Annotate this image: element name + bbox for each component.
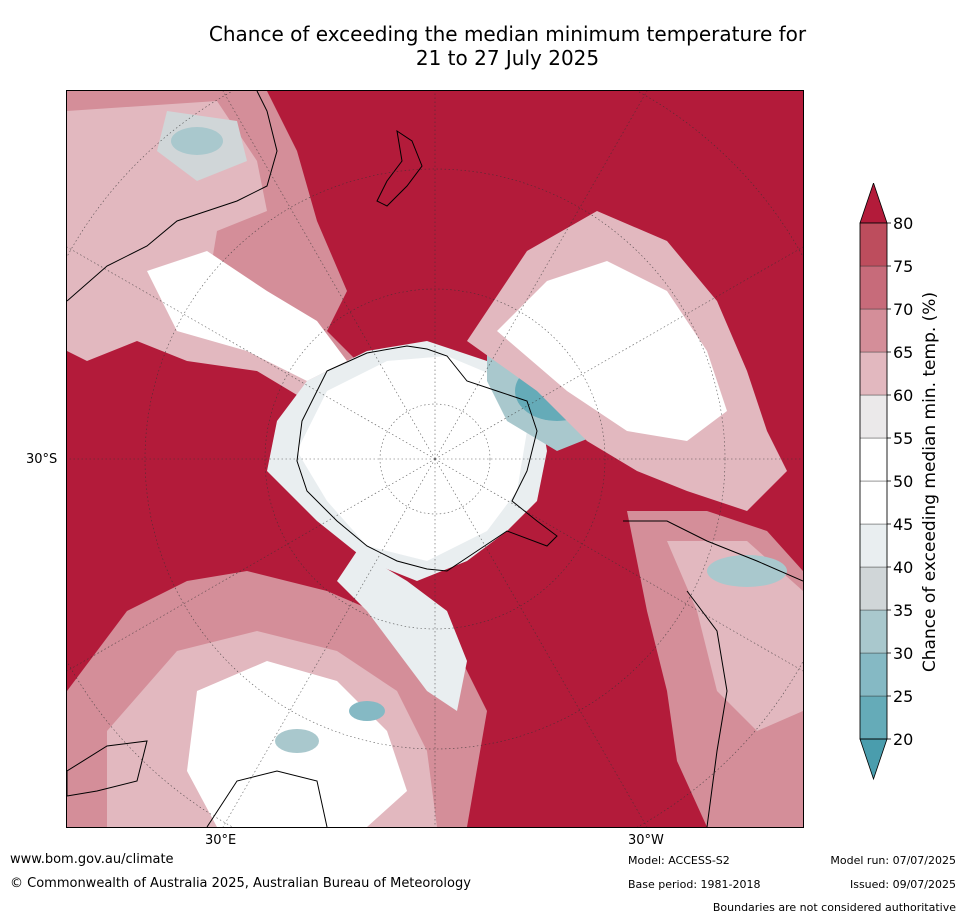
region-antarctica-core (297, 356, 527, 561)
colorbar-title: Chance of exceeding median min. temp. (%… (920, 291, 940, 673)
colorbar-bin-20-25 (859, 695, 888, 740)
footer-disclaimer: Boundaries are not considered authoritat… (712, 901, 956, 914)
colorbar-bin-40-45 (859, 523, 888, 568)
colorbar-tick-label: 20 (893, 730, 913, 749)
new-zealand-coastline (376, 129, 423, 207)
colorbar-tick-label: 60 (893, 386, 913, 405)
footer-model: Model: ACCESS-S2 (628, 854, 730, 867)
colorbar-bin-30-35 (859, 609, 888, 654)
colorbar-tick-label: 25 (893, 687, 913, 706)
colorbar-bin-75-80 (859, 222, 888, 267)
colorbar-extend-below (859, 738, 888, 781)
colorbar-tick-label: 75 (893, 257, 913, 276)
colorbar: 20 25 30 35 40 45 50 55 60 65 70 75 80 (858, 181, 953, 783)
colorbar-bin-55-60 (859, 394, 888, 439)
colorbar-tick-label: 30 (893, 644, 913, 663)
colorbar-tick-label: 70 (893, 300, 913, 319)
colorbar-tick-label: 65 (893, 343, 913, 362)
title-line-1: Chance of exceeding the median minimum t… (208, 22, 807, 46)
colorbar-tick-label: 55 (893, 429, 913, 448)
colorbar-tick-label: 45 (893, 515, 913, 534)
region-africa-teal (275, 729, 319, 753)
africa-coastline (67, 740, 328, 827)
colorbar-bin-50-55 (859, 437, 888, 482)
australia-coastline (67, 91, 278, 302)
latitude-label: 30°S (26, 452, 58, 467)
region-south-america-teal (707, 555, 787, 587)
colorbar-graphic: 20 25 30 35 40 45 50 55 60 65 70 75 80 (859, 181, 913, 781)
probability-map (67, 91, 803, 827)
colorbar-bin-60-65 (859, 351, 888, 396)
footer-model-run: Model run: 07/07/2025 (830, 854, 956, 867)
antarctica-coastline (296, 345, 558, 572)
colorbar-bin-25-30 (859, 652, 888, 697)
colorbar-tick-label: 40 (893, 558, 913, 577)
footer-issued: Issued: 09/07/2025 (849, 878, 956, 891)
longitude-label-east: 30°E (205, 833, 237, 848)
colorbar-bin-65-70 (859, 308, 888, 353)
map-panel (66, 90, 804, 828)
graticule (67, 91, 803, 827)
footer-base-period: Base period: 1981-2018 (628, 878, 761, 891)
colorbar-extend-above (859, 181, 888, 224)
colorbar-bin-35-40 (859, 566, 888, 611)
colorbar-bin-70-75 (859, 265, 888, 310)
region-lower-white-tongue (337, 551, 467, 711)
region-australia-white (147, 251, 347, 381)
colorbar-tick-label: 80 (893, 214, 913, 233)
region-africa-teal-2 (349, 701, 385, 721)
colorbar-tick-label: 35 (893, 601, 913, 620)
footer-website: www.bom.gov.au/climate (10, 852, 174, 867)
region-south-atlantic-inner (497, 261, 727, 441)
region-south-america-inner (667, 541, 803, 731)
longitude-label-west: 30°W (628, 833, 664, 848)
title-line-2: 21 to 27 July 2025 (415, 46, 600, 70)
region-australia-teal-core (171, 127, 223, 155)
colorbar-bin-45-50 (859, 480, 888, 525)
colorbar-tick-label: 50 (893, 472, 913, 491)
south-america-coastline (623, 520, 803, 827)
chart-title: Chance of exceeding the median minimum t… (150, 22, 865, 70)
footer-copyright: © Commonwealth of Australia 2025, Austra… (10, 876, 471, 891)
